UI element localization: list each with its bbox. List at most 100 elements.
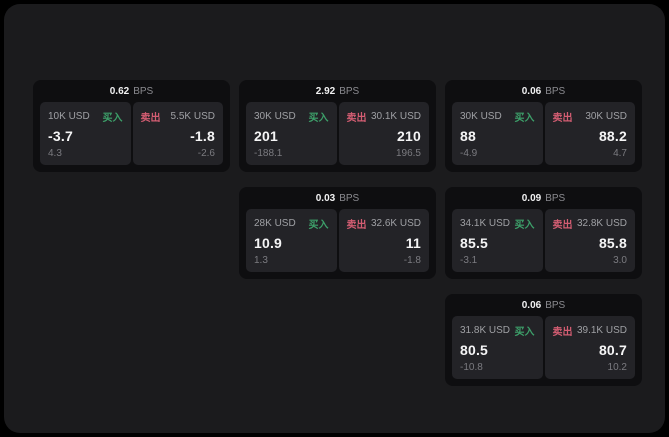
buy-panel[interactable]: 30K USD 买入 201 -188.1 (246, 102, 337, 165)
bps-unit-label: BPS (545, 85, 566, 97)
quote-card-body: 30K USD 买入 201 -188.1 卖出 30.1K USD 210 1… (246, 102, 429, 165)
sell-amount: 32.8K USD (576, 218, 627, 229)
sell-side-label: 卖出 (552, 220, 573, 231)
sell-panel-header: 卖出 30.1K USD (347, 109, 422, 124)
sell-panel[interactable]: 卖出 39.1K USD 80.7 10.2 (544, 316, 635, 379)
buy-panel[interactable]: 10K USD 买入 -3.7 4.3 (40, 102, 131, 165)
bps-unit-label: BPS (545, 192, 566, 204)
buy-amount: 34.1K USD (460, 218, 511, 229)
sell-side-label: 卖出 (552, 113, 573, 124)
sell-panel[interactable]: 卖出 32.8K USD 85.8 3.0 (544, 209, 635, 272)
buy-delta: -4.9 (460, 148, 478, 159)
sell-price: 85.8 (598, 235, 627, 251)
quote-card: 0.03 BPS 28K USD 买入 10.9 1.3 卖出 32.6K US… (239, 187, 436, 279)
bps-value: 0.06 (521, 299, 542, 311)
sell-delta: 196.5 (395, 148, 421, 159)
buy-price: 201 (254, 128, 278, 144)
sell-panel-header: 卖出 39.1K USD (553, 323, 628, 338)
quote-card: 0.06 BPS 30K USD 买入 88 -4.9 卖出 30K USD (445, 80, 642, 172)
buy-price: -3.7 (48, 128, 73, 144)
sell-side-label: 卖出 (140, 113, 161, 124)
quote-card-body: 10K USD 买入 -3.7 4.3 卖出 5.5K USD -1.8 -2.… (40, 102, 223, 165)
bps-unit-label: BPS (339, 192, 360, 204)
buy-panel-header: 34.1K USD 买入 (460, 216, 535, 231)
bps-value: 2.92 (315, 85, 336, 97)
sell-panel[interactable]: 卖出 30K USD 88.2 4.7 (544, 102, 635, 165)
app-window: 0.62 BPS 10K USD 买入 -3.7 4.3 卖出 5.5K USD (4, 4, 665, 433)
bps-header: 0.03 BPS (239, 187, 436, 207)
buy-panel-header: 10K USD 买入 (48, 109, 123, 124)
buy-price: 10.9 (254, 235, 283, 251)
buy-side-label: 买入 (514, 113, 535, 124)
quote-card-body: 31.8K USD 买入 80.5 -10.8 卖出 39.1K USD 80.… (452, 316, 635, 379)
buy-amount: 28K USD (254, 218, 296, 229)
sell-side-label: 卖出 (346, 220, 367, 231)
bps-header: 0.09 BPS (445, 187, 642, 207)
buy-delta: -3.1 (460, 255, 478, 266)
sell-delta: 4.7 (613, 148, 627, 159)
quote-card-body: 28K USD 买入 10.9 1.3 卖出 32.6K USD 11 -1.8 (246, 209, 429, 272)
bps-value: 0.09 (521, 192, 542, 204)
sell-amount: 30K USD (585, 111, 627, 122)
buy-panel[interactable]: 31.8K USD 买入 80.5 -10.8 (452, 316, 543, 379)
bps-value: 0.62 (109, 85, 130, 97)
quote-card: 0.09 BPS 34.1K USD 买入 85.5 -3.1 卖出 32.8K… (445, 187, 642, 279)
sell-amount: 30.1K USD (370, 111, 421, 122)
sell-price: 88.2 (598, 128, 627, 144)
buy-delta: 4.3 (48, 148, 62, 159)
buy-panel-header: 30K USD 买入 (254, 109, 329, 124)
sell-panel[interactable]: 卖出 5.5K USD -1.8 -2.6 (132, 102, 223, 165)
buy-panel[interactable]: 30K USD 买入 88 -4.9 (452, 102, 543, 165)
buy-price: 88 (460, 128, 476, 144)
sell-amount: 32.6K USD (370, 218, 421, 229)
buy-side-label: 买入 (308, 113, 329, 124)
quote-card-body: 34.1K USD 买入 85.5 -3.1 卖出 32.8K USD 85.8… (452, 209, 635, 272)
sell-price: -1.8 (190, 128, 215, 144)
buy-amount: 10K USD (48, 111, 90, 122)
buy-panel[interactable]: 34.1K USD 买入 85.5 -3.1 (452, 209, 543, 272)
bps-value: 0.06 (521, 85, 542, 97)
sell-side-label: 卖出 (346, 113, 367, 124)
sell-amount: 39.1K USD (576, 325, 627, 336)
sell-delta: -1.8 (403, 255, 421, 266)
buy-panel-header: 30K USD 买入 (460, 109, 535, 124)
sell-delta: 10.2 (607, 362, 627, 373)
buy-delta: 1.3 (254, 255, 268, 266)
sell-price: 80.7 (598, 342, 627, 358)
sell-side-label: 卖出 (552, 327, 573, 338)
buy-delta: -10.8 (460, 362, 483, 373)
bps-value: 0.03 (315, 192, 336, 204)
sell-panel[interactable]: 卖出 32.6K USD 11 -1.8 (338, 209, 429, 272)
bps-header: 2.92 BPS (239, 80, 436, 100)
buy-panel-header: 31.8K USD 买入 (460, 323, 535, 338)
bps-unit-label: BPS (339, 85, 360, 97)
quote-card-grid: 0.62 BPS 10K USD 买入 -3.7 4.3 卖出 5.5K USD (33, 80, 642, 386)
buy-side-label: 买入 (308, 220, 329, 231)
sell-price: 210 (397, 128, 421, 144)
sell-panel[interactable]: 卖出 30.1K USD 210 196.5 (338, 102, 429, 165)
buy-side-label: 买入 (102, 113, 123, 124)
buy-side-label: 买入 (514, 327, 535, 338)
sell-delta: 3.0 (613, 255, 627, 266)
bps-header: 0.62 BPS (33, 80, 230, 100)
sell-panel-header: 卖出 32.8K USD (553, 216, 628, 231)
sell-delta: -2.6 (197, 148, 215, 159)
buy-price: 85.5 (460, 235, 489, 251)
sell-amount: 5.5K USD (170, 111, 215, 122)
quote-card: 0.06 BPS 31.8K USD 买入 80.5 -10.8 卖出 39.1… (445, 294, 642, 386)
quote-card: 2.92 BPS 30K USD 买入 201 -188.1 卖出 30.1K … (239, 80, 436, 172)
buy-panel-header: 28K USD 买入 (254, 216, 329, 231)
buy-amount: 30K USD (254, 111, 296, 122)
buy-panel[interactable]: 28K USD 买入 10.9 1.3 (246, 209, 337, 272)
buy-price: 80.5 (460, 342, 489, 358)
bps-header: 0.06 BPS (445, 294, 642, 314)
quote-card-body: 30K USD 买入 88 -4.9 卖出 30K USD 88.2 4.7 (452, 102, 635, 165)
buy-amount: 31.8K USD (460, 325, 511, 336)
sell-panel-header: 卖出 5.5K USD (141, 109, 216, 124)
sell-panel-header: 卖出 30K USD (553, 109, 628, 124)
quote-card: 0.62 BPS 10K USD 买入 -3.7 4.3 卖出 5.5K USD (33, 80, 230, 172)
buy-amount: 30K USD (460, 111, 502, 122)
sell-panel-header: 卖出 32.6K USD (347, 216, 422, 231)
buy-side-label: 买入 (514, 220, 535, 231)
bps-header: 0.06 BPS (445, 80, 642, 100)
